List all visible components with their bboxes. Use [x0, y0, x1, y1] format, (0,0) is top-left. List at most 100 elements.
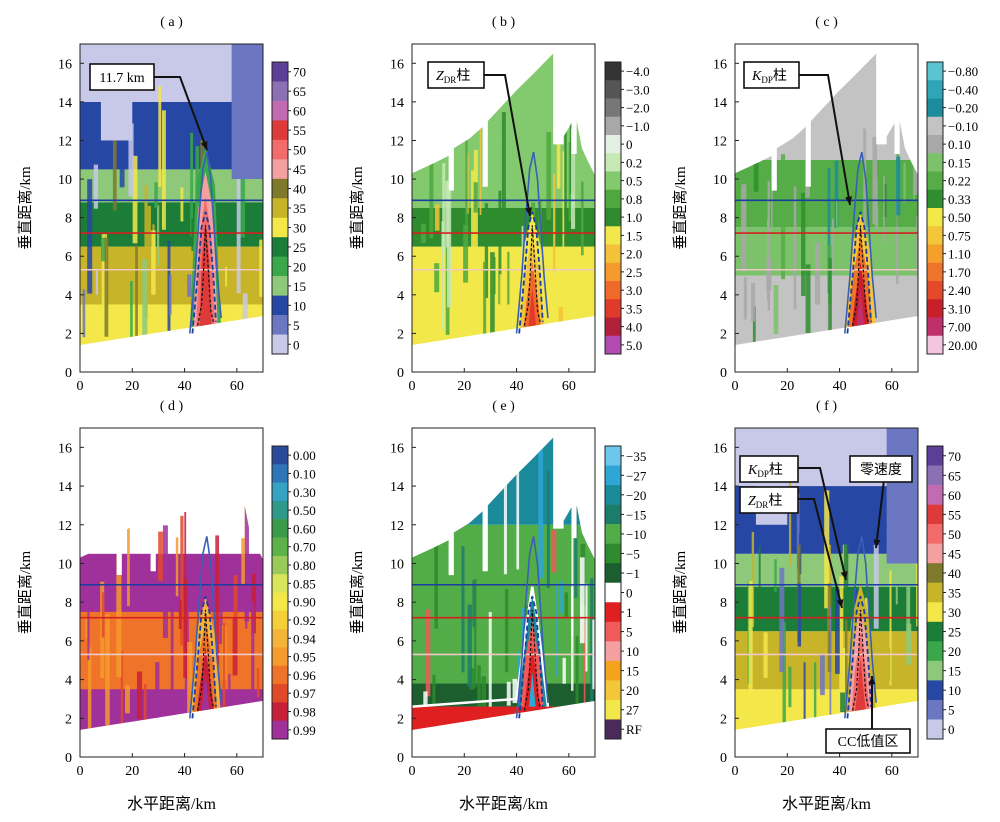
colorbar-label: 0.60 [293, 521, 316, 536]
x-tick-label: 40 [833, 764, 847, 779]
colorbar-label: 0.90 [293, 595, 316, 610]
colorbar-swatch [927, 62, 943, 81]
colorbar-label: −5 [626, 546, 640, 561]
colorbar-label: 0.50 [293, 503, 316, 518]
panel-f: 0 20 40 60 0 2 4 6 8 10 12 14 16 ( f ) 垂直距离/km 水平距离/km 7… [672, 399, 961, 813]
arrow-kdp-column-head [845, 196, 853, 205]
colorbar-swatch [605, 299, 621, 318]
panel-label: ( c ) [815, 15, 838, 30]
colorbar-swatch [272, 237, 288, 257]
x-tick-label: 20 [125, 379, 139, 394]
arrow-zero-velocity [875, 479, 885, 549]
axes-frame [79, 43, 264, 373]
colorbar-swatch [927, 281, 943, 300]
colorbar-label: 1.10 [948, 247, 971, 262]
annotation-box [739, 455, 799, 483]
colorbar-label: 35 [293, 201, 306, 216]
colorbar-swatch [927, 719, 943, 740]
y-tick-label: 12 [390, 519, 404, 534]
arrow-kdp-column [799, 74, 851, 206]
colorbar-label: 40 [293, 182, 306, 197]
x-tick-label: 60 [562, 379, 576, 394]
axes-frame [734, 43, 919, 373]
colorbar-swatch [927, 116, 943, 136]
colorbar-label: RF [626, 722, 642, 737]
contour-solid [844, 151, 877, 334]
y-tick-label: 12 [390, 134, 404, 149]
colorbar-label: 0.97 [293, 686, 316, 701]
colorbar-label: 10 [293, 298, 306, 313]
colorbar-label: −10 [626, 527, 646, 542]
zdr-column-label: ZDR柱 [748, 493, 782, 510]
colorbar-label: 0.15 [948, 155, 971, 170]
colorbar-swatch [927, 465, 943, 486]
arrow-zdr-column-head [836, 599, 844, 608]
colorbar-label: 7.00 [948, 320, 971, 335]
colorbar-frame [271, 445, 289, 740]
colorbar-label: 45 [293, 162, 306, 177]
colorbar-label: 5 [293, 318, 300, 333]
colorbar-label: 1.5 [626, 228, 642, 243]
colorbar-label: 2.40 [948, 283, 971, 298]
colorbar-swatch [605, 226, 621, 245]
colorbar-label: 27 [626, 703, 640, 718]
x-tick-label: 20 [780, 379, 794, 394]
colorbar-label: 0.22 [948, 174, 971, 189]
colorbar-swatch [272, 334, 288, 355]
arrow-echo-top [154, 76, 208, 151]
colorbar-label: 20 [293, 259, 306, 274]
colorbar-swatch [605, 153, 621, 172]
colorbar-label: 0.85 [293, 576, 316, 591]
colorbar-label: 50 [948, 527, 961, 542]
colorbar-swatch [605, 80, 621, 99]
colorbar-swatch [272, 684, 288, 703]
colorbar-swatch [927, 226, 943, 245]
x-tick-label: 20 [125, 764, 139, 779]
colorbar-label: 45 [948, 546, 961, 561]
y-tick-label: 0 [397, 751, 404, 766]
colorbar-swatch [272, 159, 288, 180]
zdr-column-label: ZDR柱 [436, 68, 470, 85]
colorbar-label: 5 [626, 625, 633, 640]
colorbar-swatch [272, 464, 288, 483]
y-tick-label: 14 [390, 96, 404, 111]
y-tick-label: 6 [397, 635, 404, 650]
colorbar-label: −2.0 [626, 101, 650, 116]
x-tick-label: 40 [833, 379, 847, 394]
x-tick-label: 0 [409, 379, 416, 394]
colorbar-swatch [272, 519, 288, 538]
colorbar-label: 0.50 [948, 210, 971, 225]
y-tick-label: 10 [390, 557, 404, 572]
y-tick-label: 4 [397, 289, 404, 304]
colorbar-label: 5.0 [626, 338, 642, 353]
colorbar: −0.80 −0.40 −0.20 −0.10 0.10 0.15 0.22 0.33 0.50… [926, 61, 978, 355]
arrow-zdr-column [798, 498, 843, 609]
colorbar-swatch [605, 171, 621, 191]
colorbar-label: −1 [626, 566, 640, 581]
colorbar-label: 25 [948, 625, 961, 640]
colorbar-swatch [927, 335, 943, 355]
axes-frame [734, 427, 919, 758]
colorbar-swatch [927, 680, 943, 701]
colorbar-swatch [605, 699, 621, 720]
colorbar-label: 0.96 [293, 668, 316, 683]
x-tick-label: 60 [885, 764, 899, 779]
colorbar-label: 2.5 [626, 265, 642, 280]
colorbar-label: 0.8 [626, 192, 642, 207]
colorbar-label: 2.0 [626, 247, 642, 262]
colorbar-label: 0.10 [293, 466, 316, 481]
colorbar-swatch [927, 660, 943, 681]
y-tick-label: 4 [720, 674, 727, 689]
y-axis-label: 垂直距离/km [349, 551, 366, 635]
colorbar-swatch [927, 171, 943, 191]
x-tick-label: 40 [510, 379, 524, 394]
colorbar-swatch [927, 524, 943, 544]
colorbar-label: 0.98 [293, 705, 316, 720]
colorbar-swatch [927, 621, 943, 642]
y-tick-label: 10 [58, 173, 72, 188]
y-tick-label: 14 [58, 480, 72, 495]
